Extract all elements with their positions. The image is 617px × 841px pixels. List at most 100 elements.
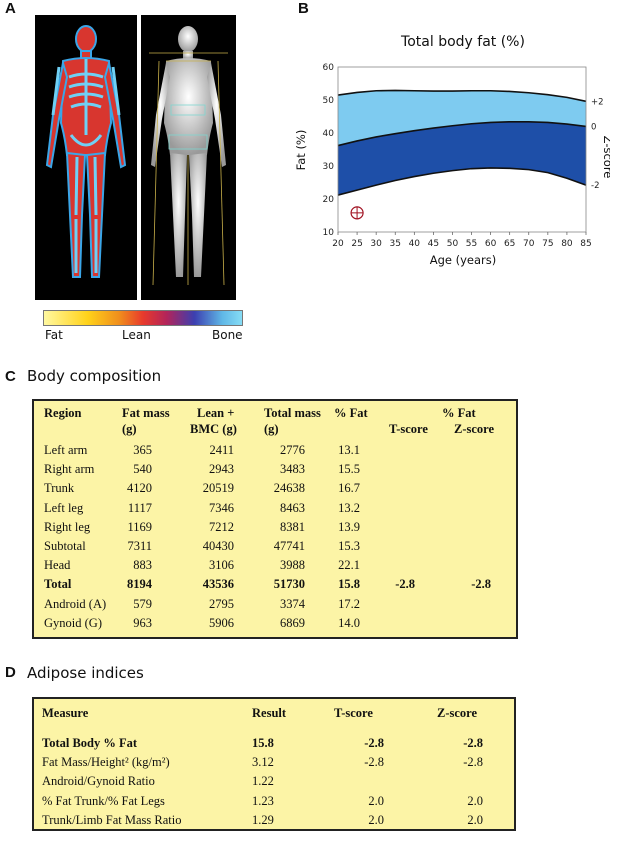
x-tick-label: 80 — [561, 239, 573, 249]
ai-header-result: Result — [252, 706, 287, 720]
upper-band-area — [338, 90, 586, 146]
ai-header-tscore: T-score — [334, 706, 373, 720]
x-tick-label: 60 — [485, 239, 497, 249]
ai-row-result: 3.12 — [252, 755, 274, 770]
bc-row-region: Right leg — [44, 519, 91, 534]
bc-row-pct: 22.1 — [338, 558, 360, 573]
bc-header-tscore: T-score — [389, 422, 428, 436]
bc-row-lean: 43536 — [202, 577, 234, 592]
x-tick-label: 40 — [409, 239, 421, 249]
panel-label-d: D — [5, 664, 16, 681]
ai-row-result: 1.23 — [252, 793, 274, 808]
zscore-line-1 — [337, 120, 587, 147]
ai-row-t: 2.0 — [368, 812, 384, 827]
x-tick-label: 55 — [466, 239, 477, 249]
bc-row-total: 8463 — [280, 500, 305, 515]
adipose-indices-title: Adipose indices — [27, 664, 144, 682]
ai-row-result: 1.29 — [252, 812, 274, 827]
y-axis-ticks: 10 20 30 40 50 60 — [323, 63, 335, 238]
bc-row-total: 3988 — [280, 558, 305, 573]
bc-row-pct: 13.1 — [338, 443, 360, 457]
body-composition-table: Region Fat mass (g) Lean + BMC (g) Total… — [32, 399, 518, 639]
x-tick-label: 85 — [580, 239, 591, 249]
ai-row-t: -2.8 — [364, 736, 384, 750]
ai-row-measure: Fat Mass/Height² (kg/m²) — [42, 755, 170, 770]
bc-header-region: Region — [44, 406, 82, 420]
bc-row-total: 24638 — [273, 481, 305, 496]
bc-row-total: 51730 — [273, 577, 305, 592]
chart-title: Total body fat (%) — [400, 34, 525, 50]
colorbar-label-bone: Bone — [212, 328, 243, 342]
body-fat-chart: Total body fat (%) 20 25 30 35 40 45 50 55 60 65 7… — [294, 34, 610, 267]
zscore-ticks: +2 0 -2 — [591, 97, 604, 191]
bc-header-pct-fat-group: % Fat — [442, 406, 476, 420]
colorbar-label-lean: Lean — [122, 328, 151, 342]
bc-row-region: Total — [44, 577, 72, 592]
y-tick-label: 10 — [323, 228, 335, 238]
ai-row-measure: Trunk/Limb Fat Mass Ratio — [42, 812, 182, 827]
bc-row-region: Head — [44, 558, 71, 573]
bc-header-fat-mass: Fat mass — [122, 406, 170, 420]
panel-label-b: B — [298, 0, 309, 17]
bc-row-pct: 13.9 — [338, 519, 360, 534]
bc-row-fat: 8194 — [127, 577, 152, 592]
x-tick-label: 70 — [523, 239, 535, 249]
plot-area — [337, 66, 587, 233]
bc-row-t: -2.8 — [395, 577, 415, 592]
bc-row-total: 6869 — [280, 615, 305, 630]
bc-row-lean: 40430 — [202, 539, 234, 553]
y-tick-label: 60 — [323, 63, 335, 73]
x-tick-label: 30 — [370, 239, 382, 249]
adipose-indices-table: Measure Result T-score Z-score Total Bod… — [32, 697, 516, 831]
bc-header-lean: Lean + — [197, 406, 235, 420]
y-tick-label: 50 — [323, 96, 335, 106]
bc-row-region: Android (A) — [44, 596, 107, 611]
dxa-grayscale-scan — [141, 15, 236, 300]
bc-row-pct: 15.3 — [338, 539, 360, 553]
bc-row-fat: 1169 — [127, 519, 152, 534]
bc-row-total: 3374 — [280, 596, 305, 611]
ai-row-result: 15.8 — [252, 736, 274, 750]
panel-label-c: C — [5, 368, 16, 385]
ai-row-z: -2.8 — [463, 755, 483, 770]
colorbar — [43, 310, 243, 326]
bc-row-pct: 16.7 — [338, 481, 360, 496]
bc-row-total: 3483 — [280, 462, 305, 477]
ai-row-z: 2.0 — [467, 793, 483, 808]
bc-row-fat: 365 — [133, 443, 152, 457]
ai-header-zscore: Z-score — [437, 706, 478, 720]
bc-row-pct: 13.2 — [338, 500, 360, 515]
x-tick-label: 35 — [390, 239, 401, 249]
colorbar-label-fat: Fat — [45, 328, 63, 342]
bc-row-total: 8381 — [280, 519, 305, 534]
x-axis-label: Age (years) — [430, 253, 497, 267]
bc-header-total-mass: Total mass — [264, 406, 321, 420]
bc-row-region: Gynoid (G) — [44, 615, 102, 630]
bc-row-region: Left leg — [44, 500, 84, 515]
ai-row-result: 1.22 — [252, 774, 274, 789]
bc-row-lean: 2411 — [209, 443, 234, 457]
lower-band-area — [338, 121, 586, 196]
x-tick-label: 45 — [428, 239, 439, 249]
ai-row-z: 2.0 — [467, 812, 483, 827]
y-tick-label: 20 — [323, 195, 335, 205]
bc-header-zscore: Z-score — [454, 422, 495, 436]
bc-row-total: 2776 — [280, 443, 305, 457]
zscore-tick-label: -2 — [591, 181, 599, 191]
bc-header-fat-mass-unit: (g) — [122, 422, 137, 436]
bc-row-fat: 579 — [133, 596, 152, 611]
bc-row-lean: 7212 — [209, 519, 234, 534]
ai-row-measure: % Fat Trunk/% Fat Legs — [42, 793, 165, 808]
bc-row-fat: 4120 — [127, 481, 152, 496]
x-axis-ticks: 20 25 30 35 40 45 50 55 60 65 70 75 80 85 — [332, 232, 592, 249]
bc-row-region: Left arm — [44, 443, 88, 457]
bc-row-pct: 17.2 — [338, 596, 360, 611]
bc-row-lean: 5906 — [209, 615, 234, 630]
zscore-line-0 — [337, 89, 587, 103]
bc-row-fat: 963 — [133, 615, 152, 630]
bc-row-pct: 14.0 — [338, 615, 360, 630]
plot-frame — [337, 66, 587, 233]
panel-label-a: A — [5, 0, 16, 17]
ai-row-z: -2.8 — [463, 736, 483, 750]
y-tick-label: 40 — [323, 129, 335, 139]
